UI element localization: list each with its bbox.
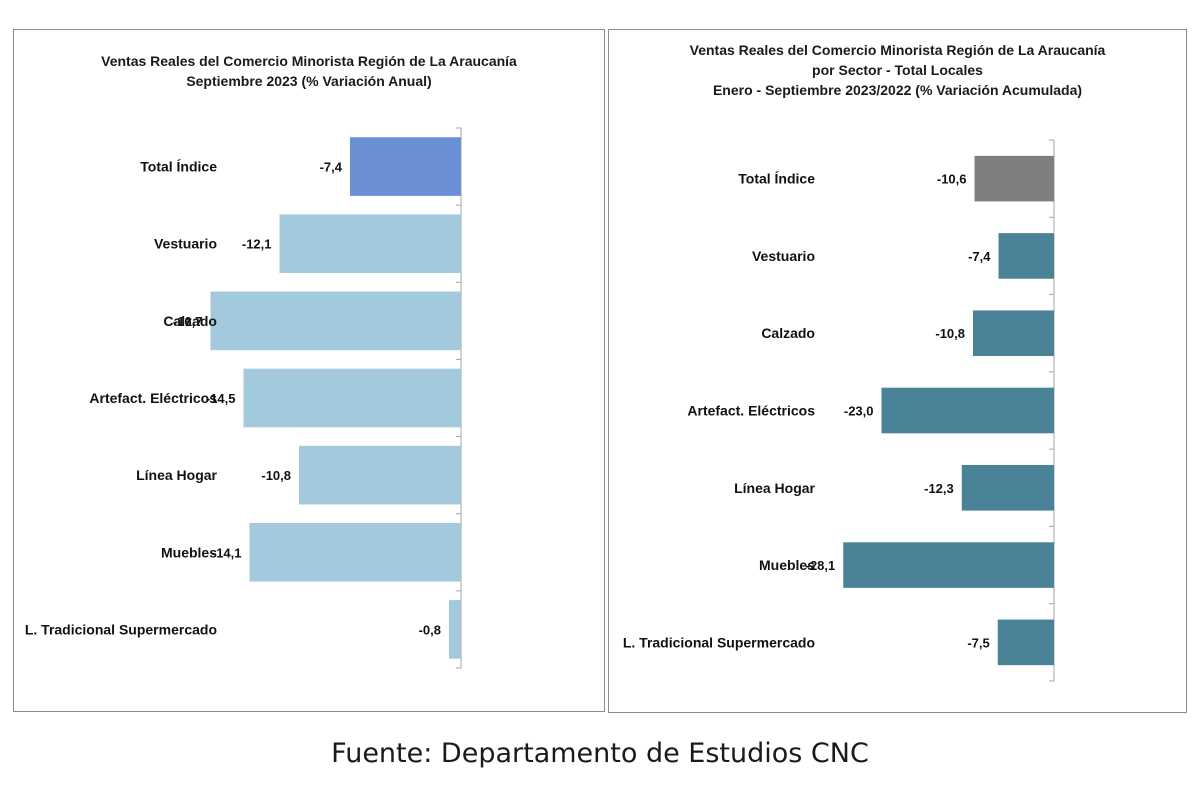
bar <box>299 445 461 505</box>
chart-title-line-3: Enero - Septiembre 2023/2022 (% Variació… <box>712 82 1083 98</box>
category-label: Calzado <box>163 313 217 329</box>
category-label: Línea Hogar <box>734 480 815 496</box>
data-label: -10,6 <box>937 172 967 187</box>
bar <box>881 387 1054 434</box>
bar-chart-anual: Total Índice -7,4 Vestuario -12,1 Calzado-16… <box>25 127 462 669</box>
category-label: Total Índice <box>738 171 815 187</box>
data-label: -28,1 <box>806 558 836 573</box>
chart-panel-acumulada: Ventas Reales del Comercio Minorista Reg… <box>608 29 1187 713</box>
data-label: -14,5 <box>206 391 236 406</box>
category-label: Artefact. Eléctricos <box>687 403 815 419</box>
chart-title-line-1: Ventas Reales del Comercio Minorista Reg… <box>689 42 1106 58</box>
data-label: -23,0 <box>844 404 874 419</box>
bar <box>974 155 1054 202</box>
source-note: Fuente: Departamento de Estudios CNC <box>331 738 869 769</box>
bar <box>973 310 1054 357</box>
bar <box>997 619 1054 666</box>
bar <box>243 368 461 428</box>
data-label: -10,8 <box>935 326 965 341</box>
bar <box>449 600 461 659</box>
category-label: L. Tradicional Supermercado <box>25 621 217 637</box>
bar <box>210 291 461 351</box>
bar <box>279 214 461 274</box>
category-label: Muebles <box>759 557 815 573</box>
chart-title-line-1: Ventas Reales del Comercio Minorista Reg… <box>101 53 517 69</box>
data-label: -16,7 <box>173 314 203 329</box>
category-label: L. Tradicional Supermercado <box>623 634 815 650</box>
bar <box>998 233 1054 279</box>
bar <box>843 542 1054 588</box>
data-label: -14,1 <box>212 545 242 560</box>
bar-chart-acumulada: Total Índice -10,6 Vestuario -7,4 Calzado -10… <box>623 139 1055 682</box>
data-label: -10,8 <box>261 468 291 483</box>
chart-panel-anual: Ventas Reales del Comercio Minorista Reg… <box>13 29 605 712</box>
data-label: -0,8 <box>419 622 441 637</box>
data-label: -7,4 <box>968 249 991 264</box>
bar <box>249 522 461 582</box>
bar <box>961 464 1054 511</box>
category-label: Artefact. Eléctricos <box>89 390 217 406</box>
data-label: -12,1 <box>242 237 272 252</box>
category-label: Vestuario <box>154 236 217 252</box>
category-label: Línea Hogar <box>136 467 217 483</box>
data-label: -7,4 <box>320 160 343 175</box>
chart-title: Ventas Reales del Comercio Minorista Reg… <box>609 40 1186 100</box>
category-label: Muebles <box>161 544 217 560</box>
category-label: Total Índice <box>140 159 217 175</box>
data-label: -12,3 <box>924 481 954 496</box>
data-label: -7,5 <box>967 635 989 650</box>
category-label: Vestuario <box>752 248 815 264</box>
category-label: Calzado <box>761 325 815 341</box>
chart-title-line-2: por Sector - Total Locales <box>812 62 983 78</box>
chart-title: Ventas Reales del Comercio Minorista Reg… <box>14 51 604 91</box>
chart-title-line-2: Septiembre 2023 (% Variación Anual) <box>186 73 432 89</box>
bar <box>350 137 461 196</box>
